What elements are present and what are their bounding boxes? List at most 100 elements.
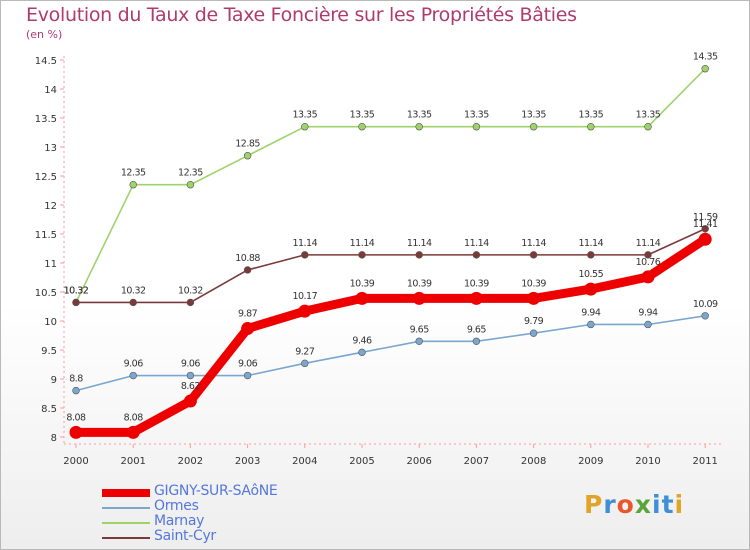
y-tick-label: 10.5 (35, 288, 57, 299)
data-point-ormes (358, 348, 366, 357)
data-point-gigny-sur-sa-ne (183, 394, 197, 408)
data-point-ormes (415, 337, 423, 345)
data-label-gigny-sur-sa-ne: 10.39 (350, 278, 375, 289)
x-tick-label: 2006 (406, 456, 431, 467)
data-label-marnay: 12.85 (235, 139, 260, 150)
data-label-marnay: 13.35 (292, 110, 317, 121)
legend-item-ormes: Ormes (102, 498, 362, 515)
line-chart: 8 8.5 9 9.5 10 10.5 11 11.5 12 12.5 13 13.5 14 14.5 20… (35, 52, 722, 467)
data-label-ormes: 9.46 (352, 335, 372, 346)
data-point-saint-cyr (472, 251, 481, 259)
data-point-gigny-sur-sa-ne (527, 291, 541, 305)
chart-title: Evolution du Taux de Taxe Foncière sur l… (26, 4, 577, 26)
data-point-saint-cyr (301, 251, 309, 259)
data-label-marnay: 10.32 (64, 285, 89, 296)
data-point-ormes (587, 320, 595, 329)
data-point-saint-cyr (415, 251, 423, 259)
data-label-saint-cyr: 11.14 (464, 238, 489, 249)
data-point-ormes (243, 371, 252, 380)
y-tick-label: 13 (44, 143, 57, 154)
data-point-ormes (186, 371, 195, 380)
data-label-marnay: 12.35 (121, 168, 146, 179)
data-point-gigny-sur-sa-ne (69, 425, 83, 439)
data-point-gigny-sur-sa-ne (355, 291, 369, 305)
data-label-gigny-sur-sa-ne: 8.62 (181, 381, 201, 392)
data-point-ormes (301, 359, 309, 368)
logo-letter: P (584, 490, 604, 519)
x-tick-label: 2010 (635, 456, 660, 467)
data-point-marnay (415, 122, 423, 131)
data-label-ormes: 9.94 (638, 307, 658, 318)
data-label-gigny-sur-sa-ne: 10.39 (464, 278, 489, 289)
logo-letter: t (661, 490, 675, 519)
data-point-gigny-sur-sa-ne (412, 291, 426, 305)
data-point-gigny-sur-sa-ne (126, 425, 140, 439)
x-tick-label: 2011 (692, 456, 717, 467)
data-point-gigny-sur-sa-ne (241, 322, 255, 336)
data-label-saint-cyr: 11.14 (578, 238, 603, 249)
x-tick-label: 2002 (178, 456, 203, 467)
legend-item-marnay: Marnay (102, 513, 362, 530)
chart-legend: GIGNY-SUR-SAôNE Ormes Marnay Saint-Cyr (102, 483, 362, 545)
data-label-ormes: 9.06 (181, 359, 201, 370)
series-line-saint-cyr (75, 227, 707, 304)
data-label-marnay: 13.35 (521, 110, 546, 121)
series-line-ormes (75, 314, 707, 392)
data-label-ormes: 8.8 (69, 374, 83, 385)
y-tick-label: 9.5 (41, 346, 57, 357)
y-tick-label: 14 (44, 85, 57, 96)
data-point-marnay (701, 64, 709, 73)
data-label-marnay: 13.35 (578, 110, 603, 121)
y-tick-label: 14.5 (35, 56, 57, 67)
legend-item-gigny: GIGNY-SUR-SAôNE (102, 483, 362, 500)
data-point-gigny-sur-sa-ne (584, 282, 598, 296)
data-label-marnay: 13.35 (407, 110, 432, 121)
data-label-marnay: 13.35 (636, 110, 661, 121)
data-point-marnay (301, 122, 309, 131)
x-tick-label: 2004 (292, 456, 317, 467)
data-label-ormes: 9.65 (410, 324, 430, 335)
y-tick-label: 8.5 (41, 404, 57, 415)
data-label-ormes: 9.06 (238, 359, 258, 370)
data-label-gigny-sur-sa-ne: 10.76 (636, 257, 661, 268)
data-point-saint-cyr (72, 298, 80, 307)
data-label-gigny-sur-sa-ne: 11.41 (693, 219, 718, 230)
data-point-ormes (129, 371, 137, 380)
data-label-saint-cyr: 11.14 (636, 238, 661, 249)
legend-swatch-gigny (102, 489, 150, 497)
data-label-saint-cyr: 11.14 (350, 238, 375, 249)
logo-letter: i (674, 490, 685, 519)
data-point-saint-cyr (243, 266, 252, 274)
data-point-marnay (186, 181, 195, 189)
data-point-saint-cyr (358, 251, 366, 259)
legend-label-saint-cyr: Saint-Cyr (154, 528, 216, 544)
data-label-gigny-sur-sa-ne: 10.39 (521, 278, 546, 289)
data-point-marnay (472, 122, 481, 131)
data-label-saint-cyr: 11.59 (693, 212, 718, 223)
data-label-marnay: 14.35 (693, 52, 718, 63)
data-point-gigny-sur-sa-ne (641, 270, 655, 284)
data-point-ormes (72, 386, 80, 395)
data-point-marnay (358, 122, 366, 131)
data-point-gigny-sur-sa-ne (469, 291, 483, 305)
data-label-saint-cyr: 10.32 (121, 285, 146, 296)
data-point-saint-cyr (701, 225, 709, 233)
x-tick-label: 2001 (120, 456, 145, 467)
data-label-ormes: 9.94 (581, 307, 601, 318)
data-label-marnay: 12.35 (178, 168, 203, 179)
data-label-saint-cyr: 11.14 (292, 238, 317, 249)
legend-label-ormes: Ormes (154, 498, 199, 514)
data-label-saint-cyr: 10.88 (235, 253, 260, 264)
data-point-marnay (243, 152, 252, 160)
y-tick-label: 8 (51, 433, 57, 444)
data-point-gigny-sur-sa-ne (298, 304, 312, 318)
legend-swatch-ormes (102, 507, 150, 509)
legend-swatch-saint-cyr (102, 537, 150, 539)
data-point-marnay (129, 181, 137, 189)
y-tick-label: 12 (44, 201, 57, 212)
data-label-gigny-sur-sa-ne: 10.39 (407, 278, 432, 289)
series-line-gigny-sur-sa-ne (71, 234, 710, 437)
data-point-gigny-sur-sa-ne (698, 232, 712, 246)
data-label-ormes: 9.65 (467, 324, 487, 335)
